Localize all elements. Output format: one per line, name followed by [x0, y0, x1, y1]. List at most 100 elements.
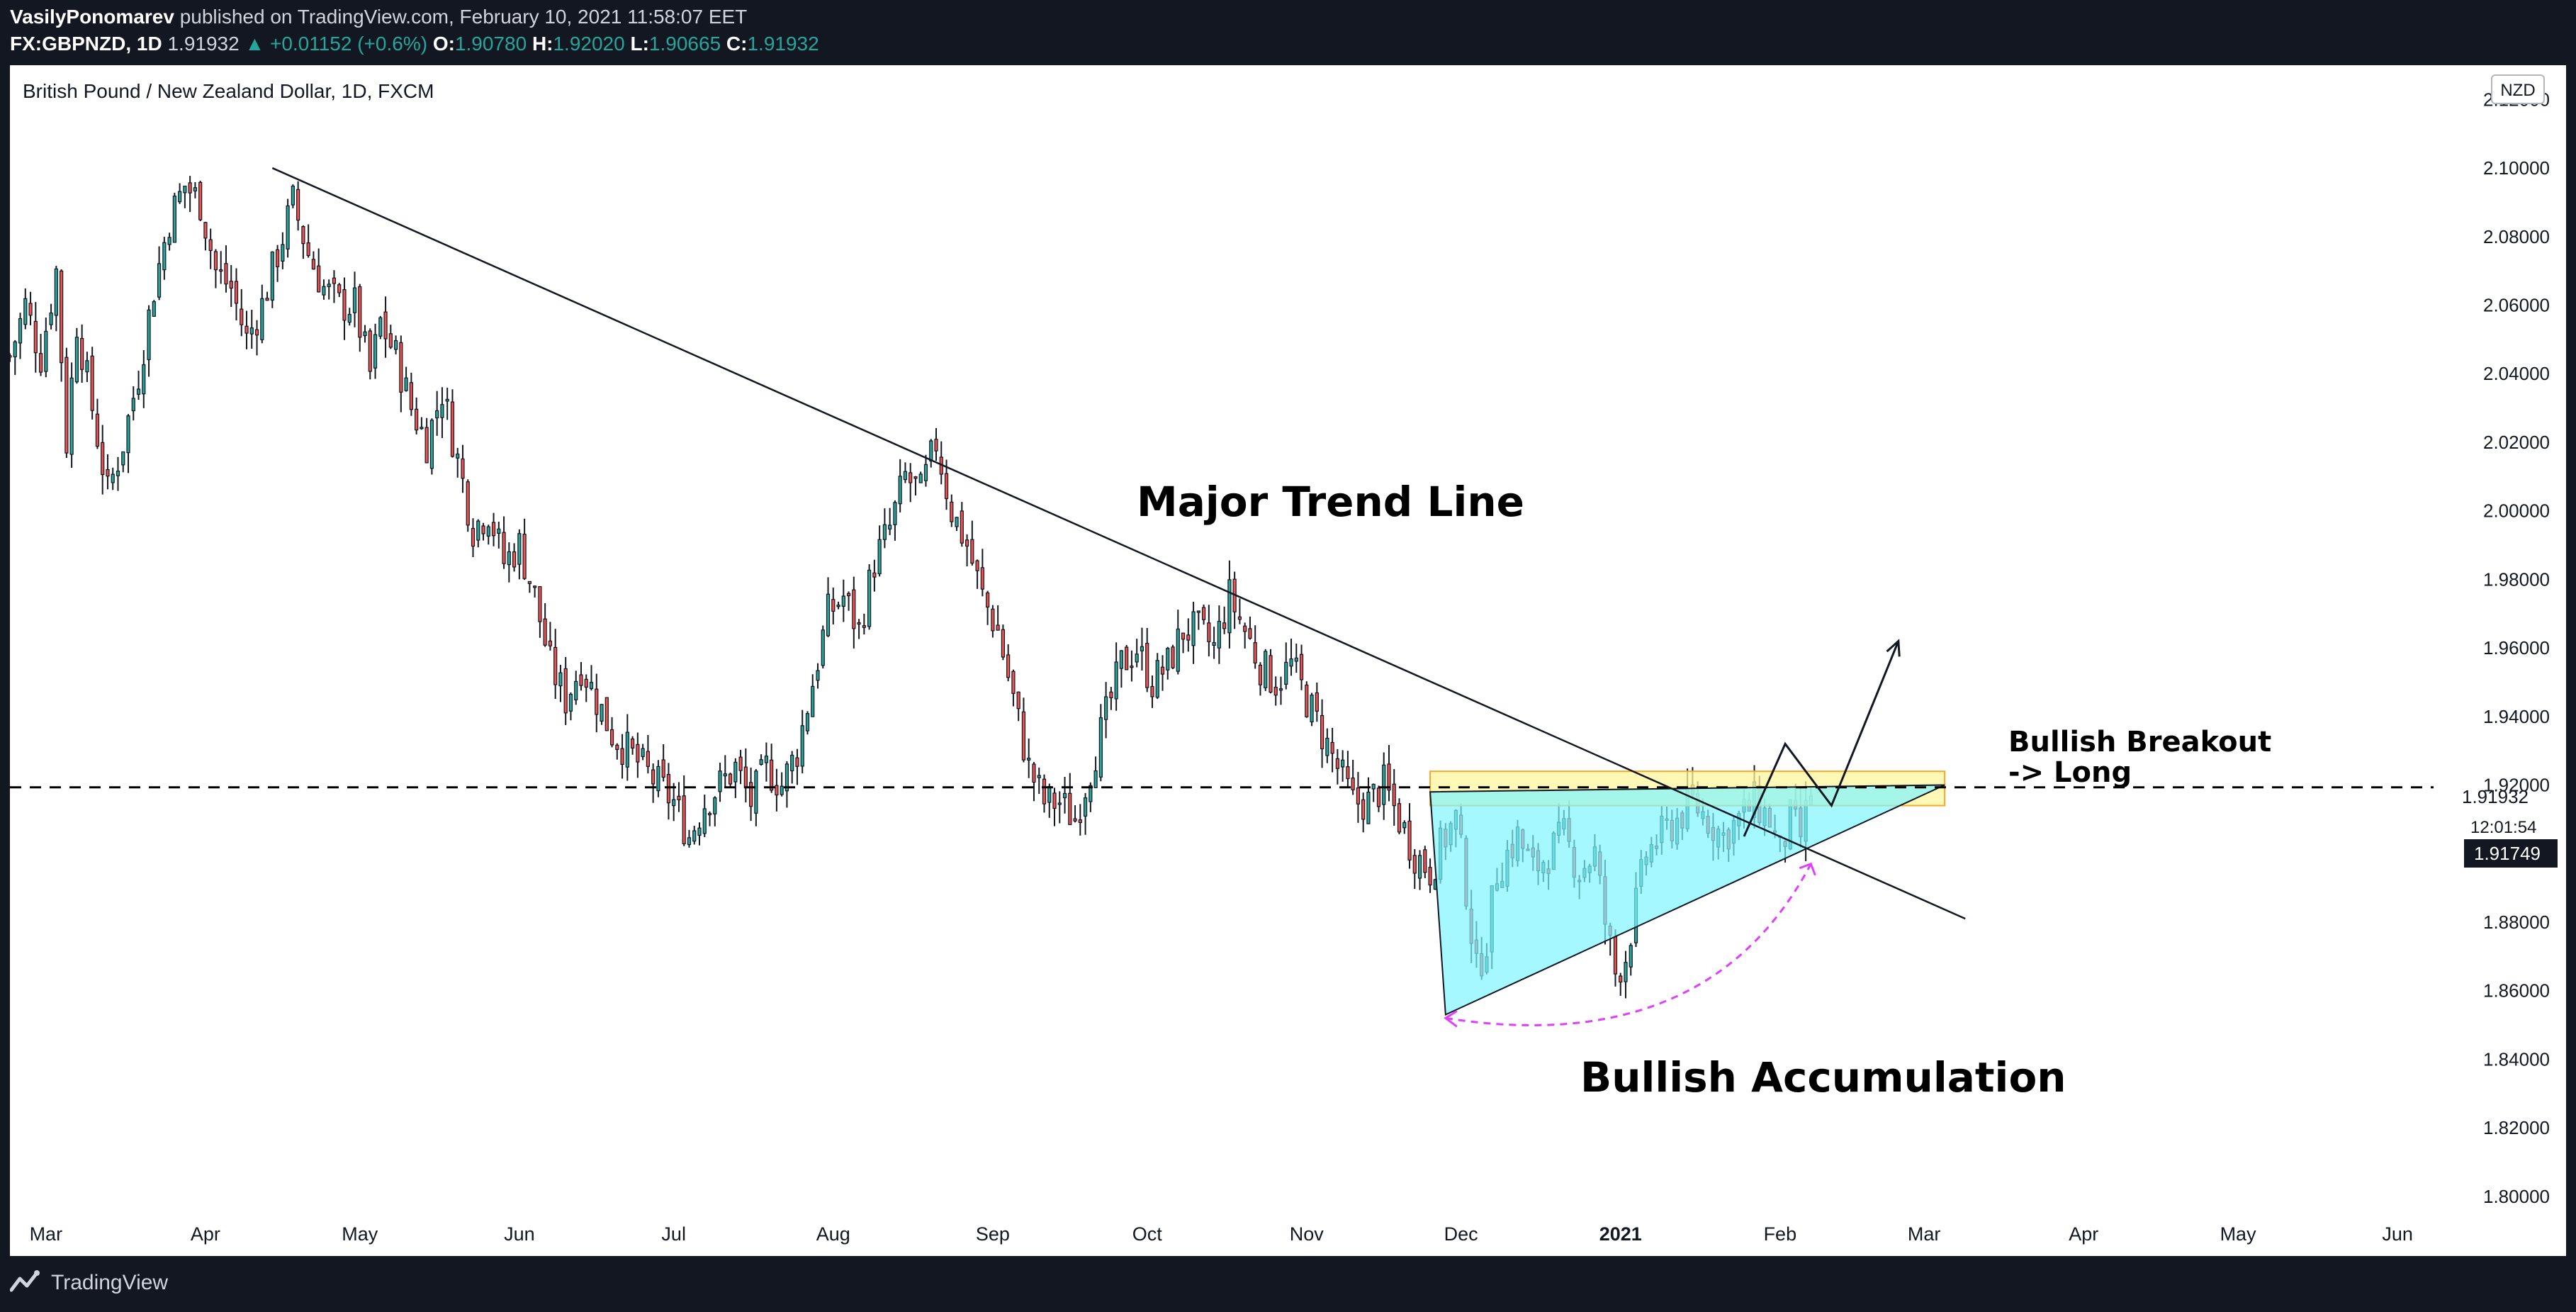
candle-body: [1346, 766, 1350, 780]
price-tick-label: 2.06000: [2483, 295, 2550, 316]
candle-body: [347, 313, 351, 323]
candle-body: [23, 298, 28, 325]
author-name[interactable]: VasilyPonomarev: [10, 6, 174, 28]
candle-body: [373, 334, 378, 369]
candle-body: [121, 451, 125, 466]
open-value: 1.90780: [454, 33, 527, 55]
candle-body: [964, 539, 969, 547]
candle-body: [388, 333, 393, 348]
candle-body: [764, 756, 768, 763]
candle-body: [1243, 625, 1247, 632]
candle-body: [1011, 671, 1016, 694]
candle-body: [1376, 787, 1381, 807]
price-tick-label: 1.92000: [2483, 775, 2550, 796]
time-tick-label: Jun: [504, 1223, 535, 1245]
time-axis[interactable]: Mar Apr May Jun Jul Aug Sep Oct Nov Dec 2021 Feb Mar…: [30, 1223, 2413, 1245]
candle-body: [28, 303, 33, 316]
candle-body: [918, 473, 923, 483]
time-tick-label: Jul: [661, 1223, 686, 1245]
candle-body: [131, 398, 135, 412]
candle-body: [1196, 610, 1200, 613]
candle-body: [352, 287, 357, 313]
candle-body: [317, 265, 321, 293]
tradingview-logo[interactable]: TradingView: [10, 1269, 168, 1297]
candle-body: [538, 585, 542, 622]
footer-bar: TradingView: [0, 1256, 2576, 1312]
price-tick-label: 2.00000: [2483, 500, 2550, 522]
candle-body: [1320, 714, 1324, 749]
candle-body: [609, 729, 614, 746]
candle-body: [80, 337, 84, 370]
time-tick-label: Sep: [976, 1223, 1010, 1245]
candle-body: [322, 286, 326, 296]
candle-body: [980, 567, 984, 590]
candle-body: [244, 325, 249, 334]
candle-body: [85, 360, 89, 373]
published-text: published on TradingView.com, February 1…: [179, 6, 748, 28]
candle-body: [368, 330, 372, 372]
candle-body: [101, 442, 105, 476]
candle-body: [1310, 695, 1314, 722]
candle-body: [60, 270, 64, 364]
candle-body: [784, 763, 789, 792]
candle-body: [445, 398, 449, 402]
chart-area[interactable]: 2.120002.100002.080002.060002.040002.020…: [8, 65, 2566, 1256]
candle-body: [1093, 770, 1098, 788]
time-tick-label: Apr: [2069, 1223, 2098, 1245]
candle-body: [1423, 849, 1427, 873]
price-tick-label: 1.98000: [2483, 568, 2550, 590]
candle-body: [378, 317, 383, 337]
candle-body: [90, 355, 94, 411]
candle-body: [1130, 666, 1134, 668]
candle-body: [1207, 622, 1211, 642]
annotation-bullish-accumulation: Bullish Accumulation: [1580, 1053, 2066, 1101]
candle-body: [1402, 822, 1407, 829]
candle-body: [1366, 791, 1371, 824]
candle-body: [589, 682, 594, 690]
candle-body: [415, 408, 419, 431]
candle-body: [265, 298, 269, 301]
candle-body: [1083, 797, 1088, 817]
candle-body: [826, 593, 831, 637]
candle-body: [275, 249, 280, 267]
candle-body: [1016, 691, 1020, 710]
candle-body: [167, 237, 171, 245]
candle-body: [522, 534, 527, 579]
candle-body: [903, 471, 908, 481]
candle-body: [1269, 655, 1273, 693]
candle-body: [270, 251, 274, 301]
close-label: C:: [726, 33, 748, 55]
candle-body: [579, 674, 583, 686]
candle-body: [558, 672, 563, 687]
candle-body: [1264, 651, 1268, 688]
high-label: H:: [531, 33, 553, 55]
candle-body: [1325, 737, 1329, 756]
price-axis[interactable]: 2.120002.100002.080002.060002.040002.020…: [2483, 89, 2550, 1206]
candle-body: [811, 685, 815, 717]
candle-body: [219, 269, 223, 272]
time-tick-label: Apr: [191, 1223, 220, 1245]
time-tick-label: Mar: [30, 1223, 63, 1245]
candle-body: [1624, 962, 1628, 982]
candle-body: [466, 481, 470, 526]
candle-body: [1212, 641, 1216, 646]
candle-body: [1171, 646, 1175, 668]
candle-body: [450, 401, 455, 457]
price-chart[interactable]: 2.120002.100002.080002.060002.040002.020…: [8, 65, 2566, 1256]
candle-body: [1145, 642, 1149, 688]
candle-body: [857, 622, 861, 625]
candle-body: [759, 759, 763, 766]
candle-body: [1299, 654, 1304, 680]
candle-body: [1006, 654, 1011, 678]
candle-body: [213, 251, 218, 271]
candle-body: [281, 244, 285, 262]
candle-body: [1150, 685, 1154, 697]
candle-body: [178, 191, 182, 203]
candle-body: [481, 525, 485, 534]
time-tick-label: Feb: [1764, 1223, 1797, 1245]
price-tick-label: 2.10000: [2483, 157, 2550, 179]
candle-body: [1371, 783, 1376, 790]
candle-body: [1341, 759, 1345, 768]
currency-badge[interactable]: NZD: [2491, 74, 2545, 104]
candle-body: [692, 830, 697, 842]
